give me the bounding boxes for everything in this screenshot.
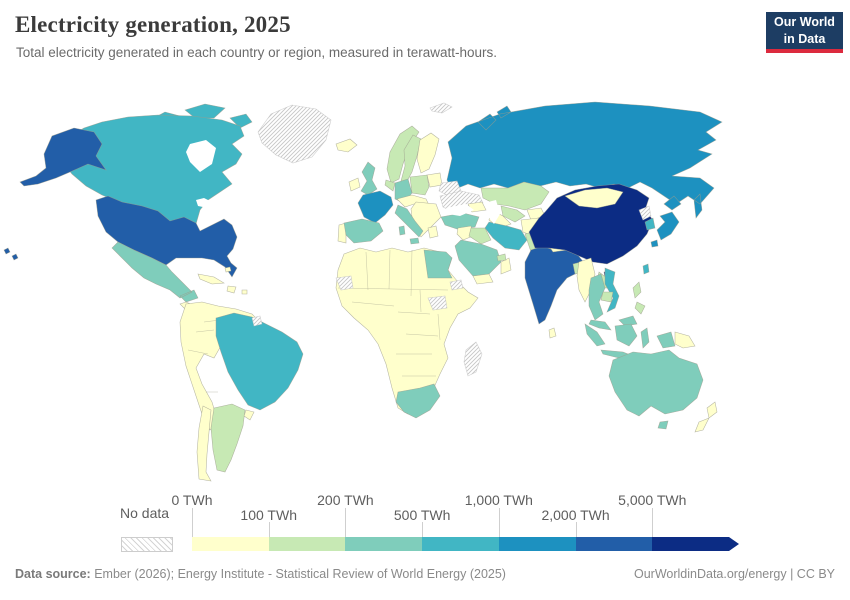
logo-line1: Our World xyxy=(774,15,835,30)
legend-tick-line xyxy=(575,522,577,537)
country-vietnam[interactable] xyxy=(604,267,620,313)
country-france[interactable] xyxy=(357,190,394,224)
legend-arrow-icon xyxy=(729,537,739,551)
country-uruguay[interactable] xyxy=(243,409,255,421)
country-mongolia[interactable] xyxy=(564,187,624,209)
country-ireland[interactable] xyxy=(348,177,361,192)
country-brazil[interactable] xyxy=(215,312,304,411)
country-syria-levant[interactable] xyxy=(456,225,474,241)
legend-segment[interactable] xyxy=(498,537,576,551)
legend-segment[interactable] xyxy=(268,537,346,551)
page-title: Electricity generation, 2025 xyxy=(15,12,291,37)
country-spain[interactable] xyxy=(343,218,384,244)
legend-tick-line xyxy=(652,508,654,537)
country-russia[interactable] xyxy=(446,101,723,219)
country-yemen[interactable] xyxy=(472,273,494,285)
country-finland[interactable] xyxy=(416,132,440,174)
country-argentina[interactable] xyxy=(210,403,246,473)
country-eritrea[interactable] xyxy=(449,279,464,291)
owid-citation-link[interactable]: OurWorldinData.org/energy | CC BY xyxy=(633,567,835,581)
legend-tick-label: 200 TWh xyxy=(317,492,374,508)
country-saudi-arabia[interactable] xyxy=(454,239,502,277)
country-iceland[interactable] xyxy=(335,138,358,153)
country-egypt[interactable] xyxy=(423,249,453,279)
country-india[interactable] xyxy=(524,245,586,325)
country-south-sudan[interactable] xyxy=(427,295,448,311)
data-source-text: Ember (2026); Energy Institute - Statist… xyxy=(90,567,506,581)
country-north-korea[interactable] xyxy=(638,205,652,221)
legend-tick-label: 2,000 TWh xyxy=(541,507,610,523)
legend-tick-label: 1,000 TWh xyxy=(464,492,533,508)
legend-segment[interactable] xyxy=(652,537,730,551)
titles: Electricity generation, 2025 Total elect… xyxy=(15,12,497,60)
country-svalbard[interactable] xyxy=(429,102,453,114)
country-turkey[interactable] xyxy=(440,212,480,230)
country-kazakhstan[interactable] xyxy=(480,181,550,211)
country-italy[interactable] xyxy=(394,204,424,245)
data-source-label: Data source: xyxy=(15,567,91,581)
country-uae-qatar[interactable] xyxy=(496,253,507,262)
legend-tick-line xyxy=(422,522,424,537)
country-sweden[interactable] xyxy=(400,134,422,184)
legend-tick-label: 500 TWh xyxy=(393,507,451,523)
country-greece[interactable] xyxy=(427,225,439,239)
country-africa[interactable] xyxy=(335,247,479,415)
country-poland[interactable] xyxy=(409,174,430,196)
country-french-guiana[interactable] xyxy=(251,315,263,327)
country-hawaii[interactable] xyxy=(3,247,19,261)
country-iran[interactable] xyxy=(484,221,528,251)
legend-tick-line xyxy=(498,508,500,537)
country-philippines[interactable] xyxy=(632,281,646,315)
legend-segment[interactable] xyxy=(345,537,423,551)
country-chile[interactable] xyxy=(196,405,212,482)
no-data-label: No data xyxy=(120,505,170,521)
country-iraq[interactable] xyxy=(468,227,492,245)
country-south-africa[interactable] xyxy=(395,383,441,419)
country-portugal[interactable] xyxy=(337,222,347,244)
country-taiwan[interactable] xyxy=(642,263,650,275)
country-baltic-states[interactable] xyxy=(426,172,443,188)
country-benelux[interactable] xyxy=(384,179,396,192)
country-mexico[interactable] xyxy=(111,241,199,303)
country-japan[interactable] xyxy=(650,195,682,248)
legend-color-bar[interactable] xyxy=(192,537,730,551)
country-thailand[interactable] xyxy=(588,273,606,321)
legend-segment[interactable] xyxy=(422,537,499,551)
country-cambodia[interactable] xyxy=(600,291,614,303)
logo-line2: in Data xyxy=(783,31,826,46)
country-papua-new-guinea[interactable] xyxy=(674,331,696,349)
data-source: Data source: Ember (2026); Energy Instit… xyxy=(15,567,506,581)
legend-segment[interactable] xyxy=(575,537,653,551)
legend-segment[interactable] xyxy=(192,537,269,551)
country-australia[interactable] xyxy=(608,349,704,430)
no-data-swatch[interactable] xyxy=(121,537,173,552)
country-new-zealand[interactable] xyxy=(694,401,718,433)
country-south-korea[interactable] xyxy=(644,217,656,231)
country-united-kingdom[interactable] xyxy=(360,161,378,196)
legend-tick-line xyxy=(345,508,347,537)
country-western-sahara[interactable] xyxy=(335,275,354,291)
legend-tick-label: 100 TWh xyxy=(240,507,297,523)
country-sri-lanka[interactable] xyxy=(548,327,557,339)
country-malaysia[interactable] xyxy=(588,315,638,331)
legend-tick-line xyxy=(192,508,193,537)
legend-tick-label: 0 TWh xyxy=(171,492,213,508)
legend-tick-label: 5,000 TWh xyxy=(618,492,687,508)
country-alaska[interactable] xyxy=(19,127,107,187)
country-oman[interactable] xyxy=(500,257,512,275)
footer: Data source: Ember (2026); Energy Instit… xyxy=(15,567,835,581)
world-map xyxy=(0,90,850,495)
country-greenland[interactable] xyxy=(257,104,332,164)
country-uzbekistan[interactable] xyxy=(500,205,526,223)
page-subtitle: Total electricity generated in each coun… xyxy=(16,45,497,60)
owid-logo[interactable]: Our World in Data xyxy=(766,12,843,53)
country-caribbean-islands[interactable] xyxy=(197,266,248,295)
country-madagascar[interactable] xyxy=(463,341,483,377)
legend-tick-line xyxy=(268,522,270,537)
legend-scale: 0 TWh 100 TWh 200 TWh 500 TWh 1,000 TWh 2,000… xyxy=(172,492,729,537)
